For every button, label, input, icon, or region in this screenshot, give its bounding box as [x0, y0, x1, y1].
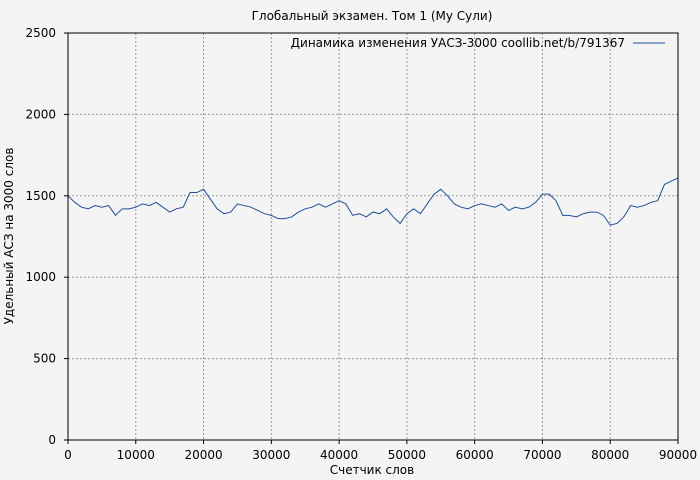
x-tick-label: 60000	[456, 448, 494, 462]
x-tick-label: 20000	[184, 448, 222, 462]
y-tick-label: 500	[33, 352, 56, 366]
legend-label: Динамика изменения УАСЗ-3000 coollib.net…	[291, 36, 625, 50]
x-tick-label: 70000	[523, 448, 561, 462]
y-tick-label: 1000	[25, 270, 56, 284]
x-tick-label: 80000	[591, 448, 629, 462]
series-line-0	[67, 177, 679, 226]
grid	[68, 33, 678, 440]
x-tick-label: 90000	[659, 448, 697, 462]
plot-frame	[67, 32, 679, 441]
x-tick-label: 30000	[252, 448, 290, 462]
x-axis: 0 10000 20000 30000 40000 50000 60000 70000 8000…	[64, 440, 697, 462]
y-axis: 0 500 1000 1500 2000 2500	[25, 26, 68, 447]
chart-title: Глобальный экзамен. Том 1 (Му Сули)	[252, 9, 493, 23]
series-layer	[67, 177, 679, 226]
x-tick-label: 50000	[388, 448, 426, 462]
y-axis-label: Удельный АСЗ на 3000 слов	[2, 148, 16, 325]
y-tick-label: 0	[48, 433, 56, 447]
x-tick-label: 40000	[320, 448, 358, 462]
legend: Динамика изменения УАСЗ-3000 coollib.net…	[291, 36, 665, 50]
y-tick-label: 2000	[25, 107, 56, 121]
x-tick-label: 10000	[117, 448, 155, 462]
x-tick-label: 0	[64, 448, 72, 462]
y-tick-label: 1500	[25, 189, 56, 203]
x-axis-label: Счетчик слов	[330, 463, 414, 477]
y-tick-label: 2500	[25, 26, 56, 40]
